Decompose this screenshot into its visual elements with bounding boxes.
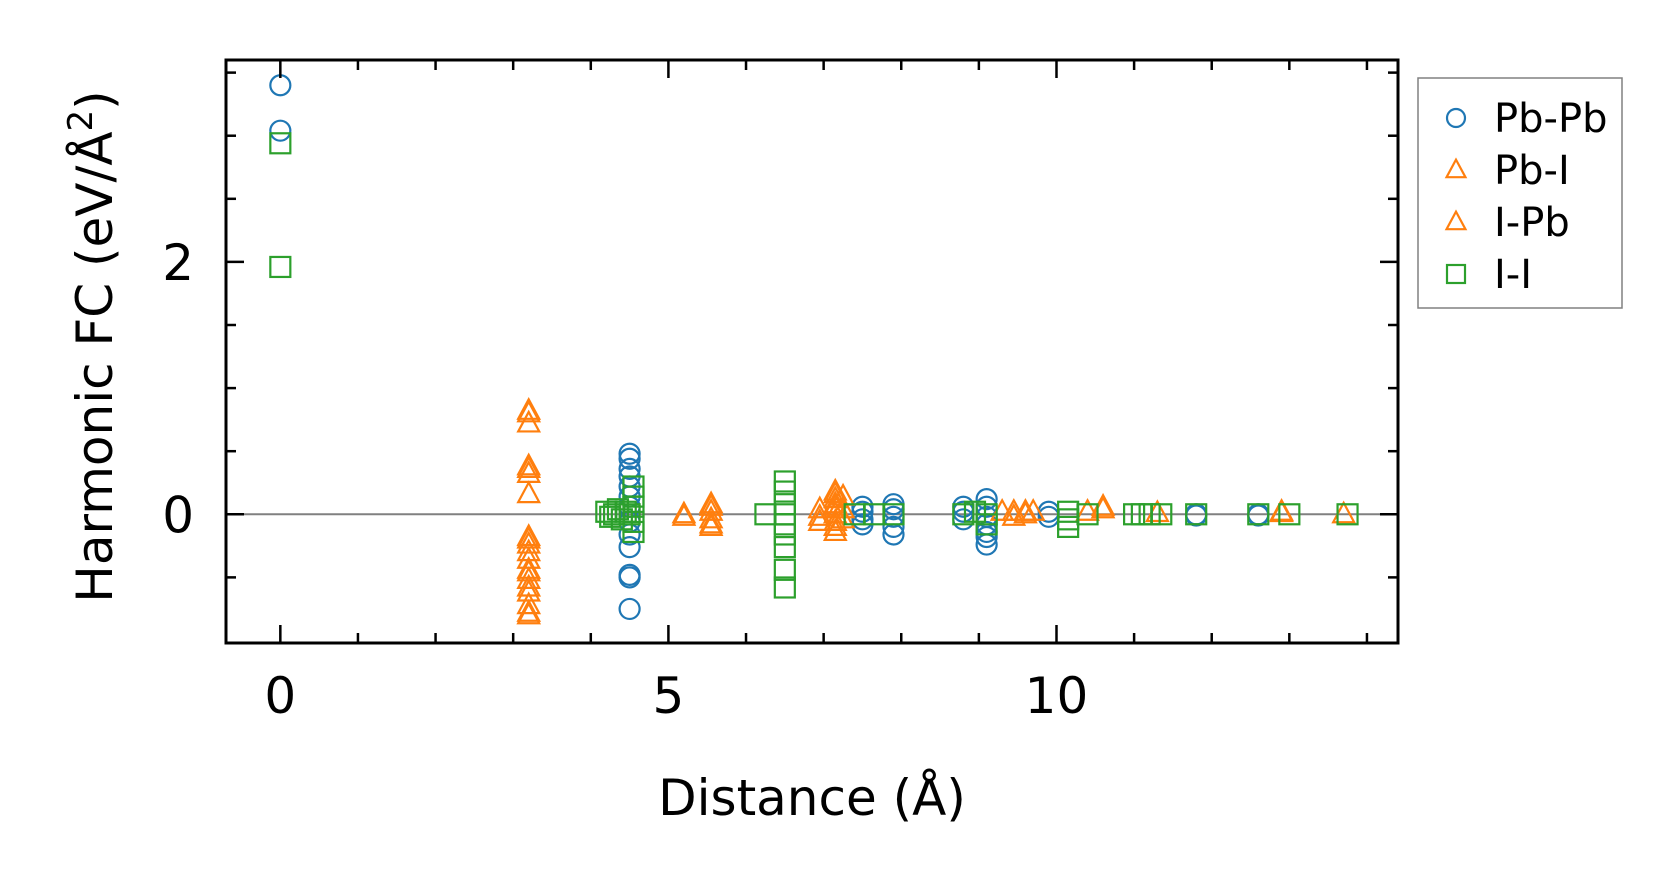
i-i-point (1185, 503, 1208, 526)
pb-pb-point (618, 597, 641, 621)
i-i-point (1057, 515, 1080, 539)
i-i-point (952, 503, 975, 526)
i-pb-point (1269, 499, 1294, 523)
plot-area (224, 58, 1400, 645)
i-i-point (963, 500, 987, 523)
y-axis-label-end: ) (66, 90, 124, 110)
pb-pb-point (618, 447, 641, 470)
pb-i-point (822, 518, 848, 542)
y-axis-label-sup: 2 (61, 110, 101, 132)
pb-i-point (698, 513, 724, 537)
pb-i-point (830, 495, 856, 519)
i-pb-point (516, 452, 542, 476)
i-i-point (1278, 503, 1301, 526)
legend-pb-pb-marker (1445, 107, 1467, 129)
y-tick-label: 0 (162, 486, 194, 544)
pb-i-point (516, 601, 542, 625)
i-pb-point (822, 490, 848, 514)
legend-i-pb-marker (1444, 209, 1468, 231)
pb-pb-point (618, 442, 641, 465)
x-axis-label: Distance (Å) (658, 769, 966, 827)
legend-i-i-label: I-I (1494, 252, 1532, 298)
i-i-point (1247, 503, 1270, 526)
pb-i-point (516, 523, 542, 547)
i-pb-point (822, 480, 848, 504)
x-tick-label: 0 (264, 667, 296, 725)
pb-pb-point (618, 566, 641, 589)
i-i-point (618, 503, 641, 526)
pb-pb-point (975, 525, 998, 549)
i-i-point (1138, 503, 1161, 526)
pb-pb-point (882, 515, 905, 539)
pb-pb-point (618, 535, 641, 559)
i-pb-point (822, 513, 848, 537)
pb-pb-point (975, 488, 998, 511)
legend-i-i-marker (1445, 263, 1467, 285)
pb-i-point (830, 505, 856, 529)
pb-i-point (830, 482, 856, 506)
data-markers (269, 74, 1359, 625)
legend: Pb-Pb Pb-I I-Pb I-I (1417, 77, 1623, 309)
i-i-point (1150, 503, 1173, 526)
i-i-point (773, 576, 796, 599)
pb-i-point (516, 591, 542, 615)
i-i-point (773, 523, 796, 546)
i-pb-point (698, 510, 724, 534)
pb-i-point (516, 480, 542, 504)
i-pb-point (516, 558, 542, 582)
pb-i-point (671, 502, 697, 526)
i-i-point (882, 503, 905, 526)
i-pb-point (516, 573, 542, 597)
y-axis-label: Harmonic FC (eV/Å2) (61, 90, 124, 602)
y-axis-label-main: Harmonic FC (eV/Å (66, 131, 124, 602)
i-i-point (622, 520, 645, 544)
legend-i-pb-label: I-Pb (1494, 200, 1570, 246)
pb-i-point (516, 530, 542, 554)
pb-i-point (698, 505, 724, 529)
i-pb-point (1013, 497, 1038, 521)
legend-pb-i-label: Pb-I (1494, 148, 1570, 194)
x-tick-label: 10 (1025, 667, 1089, 725)
pb-pb-point (269, 119, 292, 142)
pb-pb-point (851, 500, 874, 523)
i-i-point (1336, 503, 1359, 526)
pb-i-point (671, 500, 697, 524)
pb-i-point (516, 566, 542, 590)
i-i-point (975, 513, 998, 536)
pb-i-point (822, 508, 848, 531)
pb-i-point (516, 455, 542, 478)
pb-i-point (1075, 497, 1100, 521)
pb-pb-point (618, 457, 641, 480)
i-i-point (610, 508, 633, 531)
pb-i-point (516, 396, 542, 420)
pb-i-point (698, 497, 724, 521)
legend-pb-i-marker (1444, 157, 1468, 179)
pb-pb-point (851, 495, 874, 518)
tick-labels: 0 5 10 0 2 (162, 234, 1088, 725)
x-tick-label: 5 (653, 667, 685, 725)
y-tick-label: 2 (162, 234, 194, 292)
i-i-point (269, 132, 292, 155)
i-i-point (622, 475, 645, 498)
i-i-point (1076, 503, 1099, 526)
i-i-point (269, 255, 292, 279)
legend-box (1417, 77, 1623, 309)
i-i-point (773, 535, 796, 559)
i-pb-point (516, 525, 542, 549)
i-pb-point (516, 399, 542, 423)
legend-pb-pb-label: Pb-Pb (1494, 96, 1607, 142)
i-i-point (773, 480, 796, 503)
i-pb-point (516, 598, 542, 622)
i-pb-point (1001, 502, 1027, 526)
legend-items: Pb-Pb Pb-I I-Pb I-I (1444, 96, 1607, 298)
i-i-point (773, 558, 796, 581)
axis-ticks (226, 60, 1398, 643)
pb-pb-point (851, 508, 874, 531)
pb-i-point (822, 485, 848, 509)
pb-i-point (1013, 500, 1038, 524)
